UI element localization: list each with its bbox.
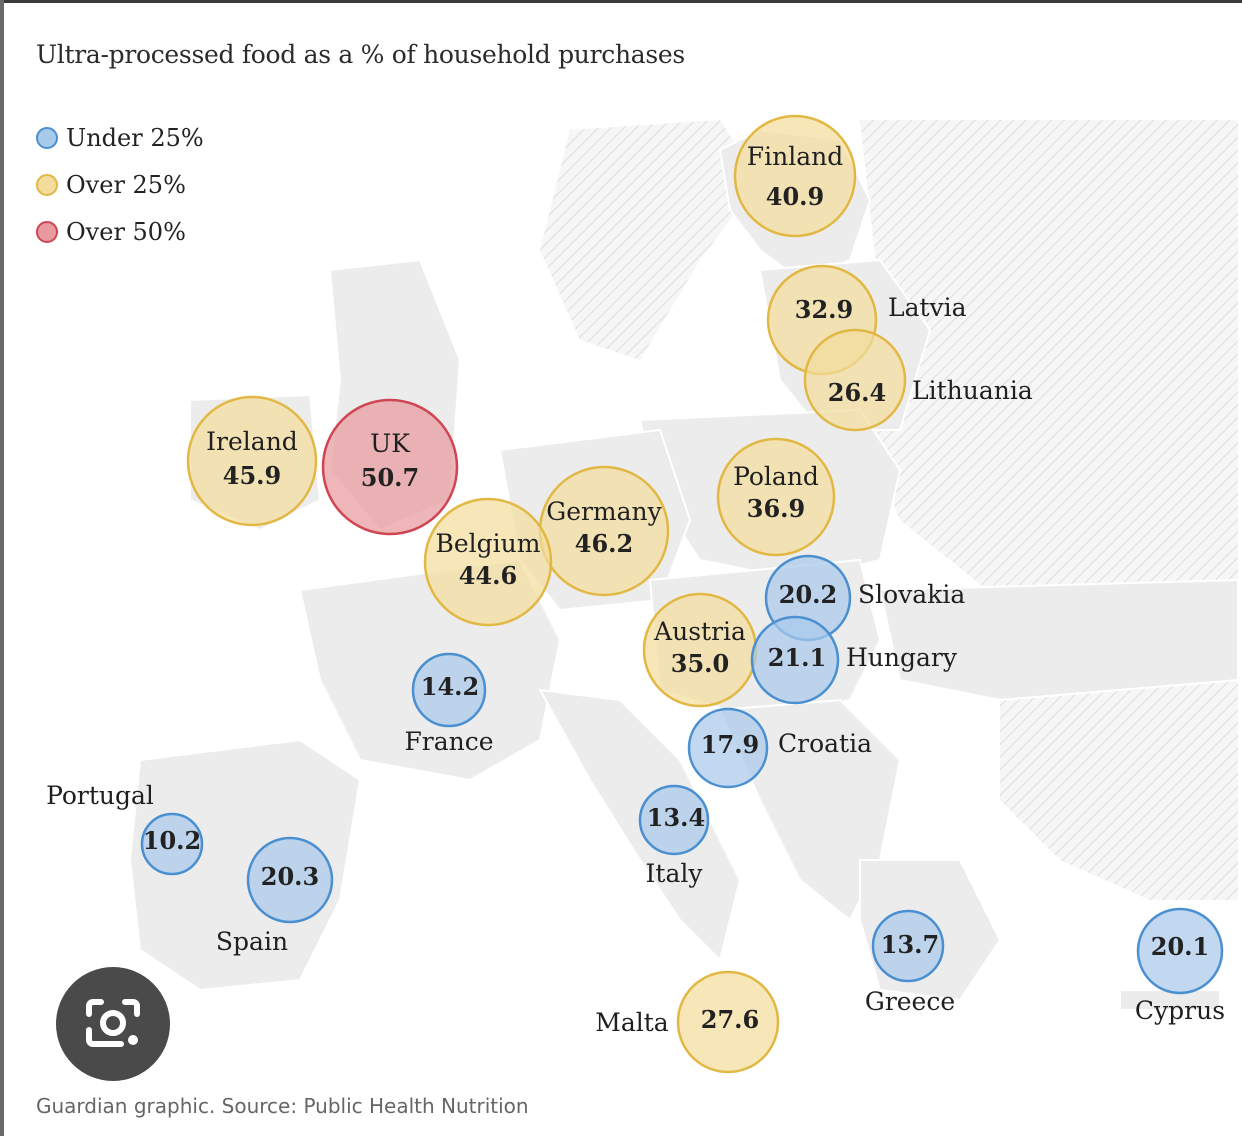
country-value: 20.1 <box>1151 932 1209 961</box>
country-name: Greece <box>865 987 955 1016</box>
bubble-malta <box>676 970 780 1074</box>
country-uk: UK 50.7 <box>321 398 459 536</box>
bubble-italy <box>638 784 710 856</box>
country-name: Spain <box>216 927 288 956</box>
country-value: 45.9 <box>223 461 281 490</box>
country-name: Italy <box>646 859 704 888</box>
country-value: 50.7 <box>361 463 419 492</box>
bubble-belgium <box>423 497 553 627</box>
legend: Under 25% Over 25% Over 50% <box>36 114 204 255</box>
country-bubbles: Finland 40.9 Latvia 32.9 Lithuania 26.4 Irelan… <box>46 114 1225 1074</box>
country-ireland: Ireland 45.9 <box>186 395 318 527</box>
country-name: Slovakia <box>858 580 965 609</box>
country-france: France 14.2 <box>404 652 494 756</box>
bubble-cyprus <box>1136 907 1224 995</box>
country-value: 46.2 <box>575 529 633 558</box>
country-value: 26.4 <box>828 378 886 407</box>
country-value: 32.9 <box>795 295 853 324</box>
country-italy: Italy 13.4 <box>638 784 710 888</box>
bubble-spain <box>246 836 334 924</box>
country-hungary: Hungary 21.1 <box>750 615 958 705</box>
country-value: 20.3 <box>261 862 319 891</box>
camera-search-icon <box>86 999 140 1047</box>
legend-swatch-red <box>36 220 58 243</box>
legend-label: Over 50% <box>66 217 186 246</box>
legend-item-over-25: Over 25% <box>36 161 204 208</box>
country-name: Malta <box>595 1008 669 1037</box>
non-eu-land <box>860 120 1238 640</box>
land-region <box>878 578 1239 702</box>
country-name: Germany <box>546 497 662 526</box>
bubble-portugal <box>140 812 204 876</box>
country-lithuania: Lithuania 26.4 <box>803 328 1033 432</box>
bubble-poland <box>716 437 836 557</box>
country-value: 10.2 <box>143 826 201 855</box>
country-name: Belgium <box>436 529 541 558</box>
country-cyprus: Cyprus 20.1 <box>1135 907 1225 1025</box>
country-name: Lithuania <box>912 376 1033 405</box>
country-value: 21.1 <box>768 643 826 672</box>
country-greece: Greece 13.7 <box>865 909 955 1016</box>
country-spain: Spain 20.3 <box>216 836 334 956</box>
chart-title: Ultra-processed food as a % of household… <box>36 40 685 69</box>
bubble-france <box>411 652 487 728</box>
legend-item-under-25: Under 25% <box>36 114 204 161</box>
country-name: Latvia <box>888 293 967 322</box>
bubble-ireland <box>186 395 318 527</box>
country-value: 14.2 <box>421 672 479 701</box>
bubble-croatia <box>687 707 769 789</box>
country-name: Hungary <box>846 643 958 672</box>
country-value: 13.7 <box>881 930 939 959</box>
country-name: France <box>404 727 493 756</box>
country-value: 40.9 <box>766 182 824 211</box>
legend-swatch-yellow <box>36 173 58 196</box>
land-region <box>128 738 362 992</box>
bubble-greece <box>871 909 945 983</box>
source-note: Guardian graphic. Source: Public Health … <box>36 1094 529 1118</box>
country-value: 13.4 <box>647 803 705 832</box>
lens-search-button[interactable] <box>56 967 170 1081</box>
country-value: 20.2 <box>779 580 837 609</box>
country-name: Cyprus <box>1135 996 1225 1025</box>
bubble-hungary <box>750 615 840 705</box>
country-value: 17.9 <box>701 730 759 759</box>
country-name: Austria <box>653 617 746 646</box>
non-eu-land <box>1000 680 1238 900</box>
country-name: Poland <box>733 462 819 491</box>
country-portugal: Portugal 10.2 <box>46 781 204 876</box>
left-border <box>0 0 4 1136</box>
country-poland: Poland 36.9 <box>716 437 836 557</box>
top-border <box>0 0 1242 3</box>
bubble-finland <box>733 114 857 238</box>
country-finland: Finland 40.9 <box>733 114 857 238</box>
country-value: 27.6 <box>701 1005 759 1034</box>
country-malta: Malta 27.6 <box>595 970 780 1074</box>
legend-item-over-50: Over 50% <box>36 208 204 255</box>
country-value: 35.0 <box>671 649 729 678</box>
country-name: Finland <box>747 142 843 171</box>
country-austria: Austria 35.0 <box>642 592 758 708</box>
country-value: 36.9 <box>747 494 805 523</box>
country-value: 44.6 <box>459 561 517 590</box>
country-croatia: Croatia 17.9 <box>687 707 872 789</box>
bubble-uk <box>321 398 459 536</box>
country-name: Ireland <box>206 427 298 456</box>
country-germany: Germany 46.2 <box>538 465 670 597</box>
country-belgium: Belgium 44.6 <box>423 497 553 627</box>
country-name: UK <box>370 429 411 458</box>
country-name: Portugal <box>46 781 154 810</box>
country-name: Croatia <box>778 729 872 758</box>
legend-label: Under 25% <box>66 123 204 152</box>
legend-swatch-blue <box>36 126 58 149</box>
bubble-lithuania <box>803 328 907 432</box>
non-eu-land <box>540 120 760 360</box>
legend-label: Over 25% <box>66 170 186 199</box>
